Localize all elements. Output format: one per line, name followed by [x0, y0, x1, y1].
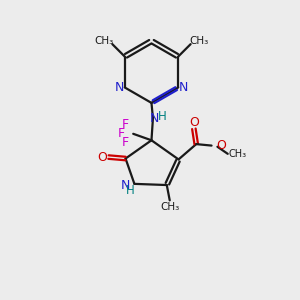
Text: H: H [158, 110, 167, 123]
Text: H: H [126, 184, 135, 197]
Text: CH₃: CH₃ [228, 149, 246, 159]
Text: F: F [117, 127, 124, 140]
Text: CH₃: CH₃ [94, 36, 114, 46]
Text: O: O [216, 139, 226, 152]
Text: N: N [121, 179, 130, 192]
Text: N: N [115, 81, 124, 94]
Text: F: F [122, 136, 128, 148]
Text: N: N [179, 81, 188, 94]
Text: O: O [189, 116, 199, 129]
Text: CH₃: CH₃ [189, 36, 208, 46]
Text: CH₃: CH₃ [161, 202, 180, 212]
Text: F: F [122, 118, 128, 131]
Text: O: O [97, 151, 107, 164]
Text: N: N [149, 112, 159, 125]
